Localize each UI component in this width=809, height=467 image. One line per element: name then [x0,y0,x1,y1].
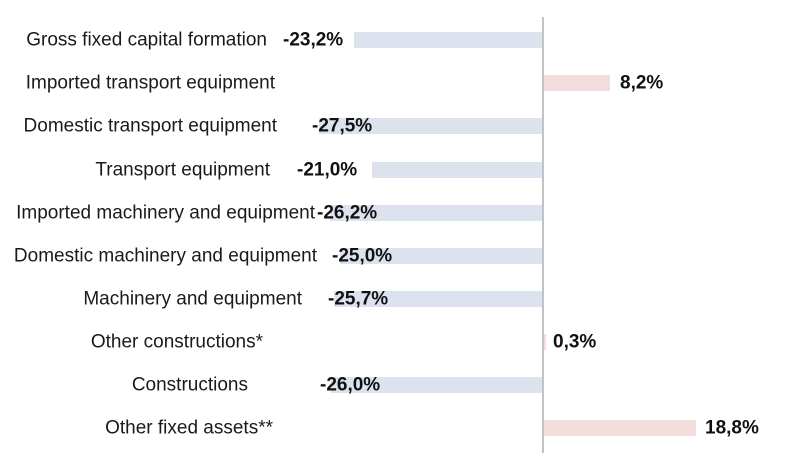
category-label: Imported machinery and equipment [16,202,315,224]
bar-negative [354,32,542,48]
bar-positive [544,334,547,350]
category-label: Imported transport equipment [25,72,275,94]
value-label: -21,0% [297,159,358,181]
value-label: 8,2% [620,72,664,94]
category-label: Domestic transport equipment [23,115,277,137]
bar-negative [339,248,542,264]
category-label: Machinery and equipment [83,288,302,310]
bar-positive [544,75,611,91]
category-label: Gross fixed capital formation [26,29,267,51]
bar-negative [333,291,542,307]
value-label: 18,8% [705,417,759,439]
value-label: -26,2% [317,202,378,224]
category-label: Constructions [131,374,248,396]
bar-negative [329,205,542,221]
value-label: -27,5% [312,115,373,137]
value-label: -25,7% [328,288,389,310]
category-label: Domestic machinery and equipment [13,245,317,267]
category-label: Transport equipment [95,159,270,181]
bar-negative [331,377,542,393]
value-label: -26,0% [320,374,381,396]
value-label: -23,2% [283,29,344,51]
bar-negative [319,118,542,134]
category-label: Other fixed assets** [105,417,273,439]
bar-negative [371,162,542,178]
bar-positive [544,420,697,436]
zero-axis-line [542,17,544,453]
value-label: 0,3% [553,331,597,353]
category-label: Other constructions* [90,331,263,353]
value-label: -25,0% [332,245,393,267]
